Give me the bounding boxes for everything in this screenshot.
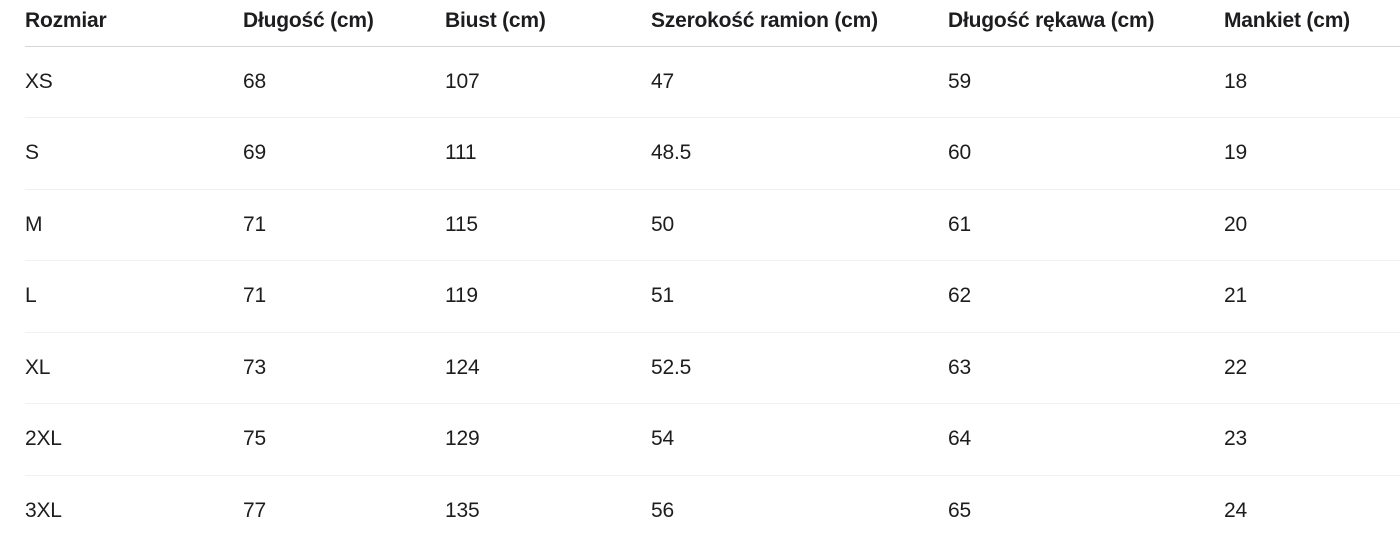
table-row: S 69 111 48.5 60 19 (25, 117, 1400, 190)
measurement-cell: 71 (243, 260, 445, 333)
size-label-cell: L (25, 260, 243, 333)
size-chart-header-row: Rozmiar Długość (cm) Biust (cm) Szerokość r… (25, 0, 1400, 47)
measurement-cell: 107 (445, 46, 651, 118)
size-label-cell: 2XL (25, 403, 243, 476)
measurement-cell: 75 (243, 403, 445, 476)
table-row: M 71 115 50 61 20 (25, 189, 1400, 261)
measurement-cell: 68 (243, 46, 445, 118)
measurement-cell: 129 (445, 403, 651, 476)
size-label-cell: XS (25, 46, 243, 118)
measurement-cell: 119 (445, 260, 651, 333)
column-header: Biust (cm) (445, 0, 651, 47)
size-label-cell: M (25, 189, 243, 261)
measurement-cell: 59 (948, 46, 1224, 118)
column-header: Rozmiar (25, 0, 243, 47)
measurement-cell: 135 (445, 499, 480, 522)
measurement-cell: 19 (1224, 117, 1400, 190)
size-chart-table: Rozmiar Długość (cm) Biust (cm) Szerokość r… (25, 0, 1400, 547)
measurement-cell: 73 (243, 332, 445, 404)
size-label-cell: 3XL (25, 499, 62, 522)
measurement-cell: 60 (948, 117, 1224, 190)
table-row: L 71 119 51 62 21 (25, 260, 1400, 333)
measurement-cell: 65 (948, 499, 971, 522)
measurement-cell: 23 (1224, 403, 1400, 476)
measurement-cell: 22 (1224, 332, 1400, 404)
table-row: XS 68 107 47 59 18 (25, 46, 1400, 118)
column-header: Mankiet (cm) (1224, 0, 1400, 47)
measurement-cell: 18 (1224, 46, 1400, 118)
measurement-cell: 115 (445, 189, 651, 261)
measurement-cell: 51 (651, 260, 948, 333)
measurement-cell: 111 (445, 117, 651, 190)
measurement-cell: 124 (445, 332, 651, 404)
column-header: Szerokość ramion (cm) (651, 0, 948, 47)
column-header: Długość rękawa (cm) (948, 0, 1224, 47)
measurement-cell: 47 (651, 46, 948, 118)
measurement-cell: 71 (243, 189, 445, 261)
measurement-cell: 56 (651, 499, 674, 522)
measurement-cell: 61 (948, 189, 1224, 261)
size-label-cell: XL (25, 332, 243, 404)
column-header: Długość (cm) (243, 0, 445, 47)
measurement-cell: 24 (1224, 499, 1247, 522)
table-row: 2XL 75 129 54 64 23 (25, 403, 1400, 476)
measurement-cell: 48.5 (651, 117, 948, 190)
measurement-cell: 63 (948, 332, 1224, 404)
measurement-cell: 50 (651, 189, 948, 261)
measurement-cell: 69 (243, 117, 445, 190)
measurement-cell: 77 (243, 499, 266, 522)
size-label-cell: S (25, 117, 243, 190)
measurement-cell: 62 (948, 260, 1224, 333)
measurement-cell: 20 (1224, 189, 1400, 261)
measurement-cell: 54 (651, 403, 948, 476)
table-row: 3XL 77 135 56 65 24 (25, 475, 1400, 547)
measurement-cell: 21 (1224, 260, 1400, 333)
measurement-cell: 52.5 (651, 332, 948, 404)
measurement-cell: 64 (948, 403, 1224, 476)
table-row: XL 73 124 52.5 63 22 (25, 332, 1400, 404)
